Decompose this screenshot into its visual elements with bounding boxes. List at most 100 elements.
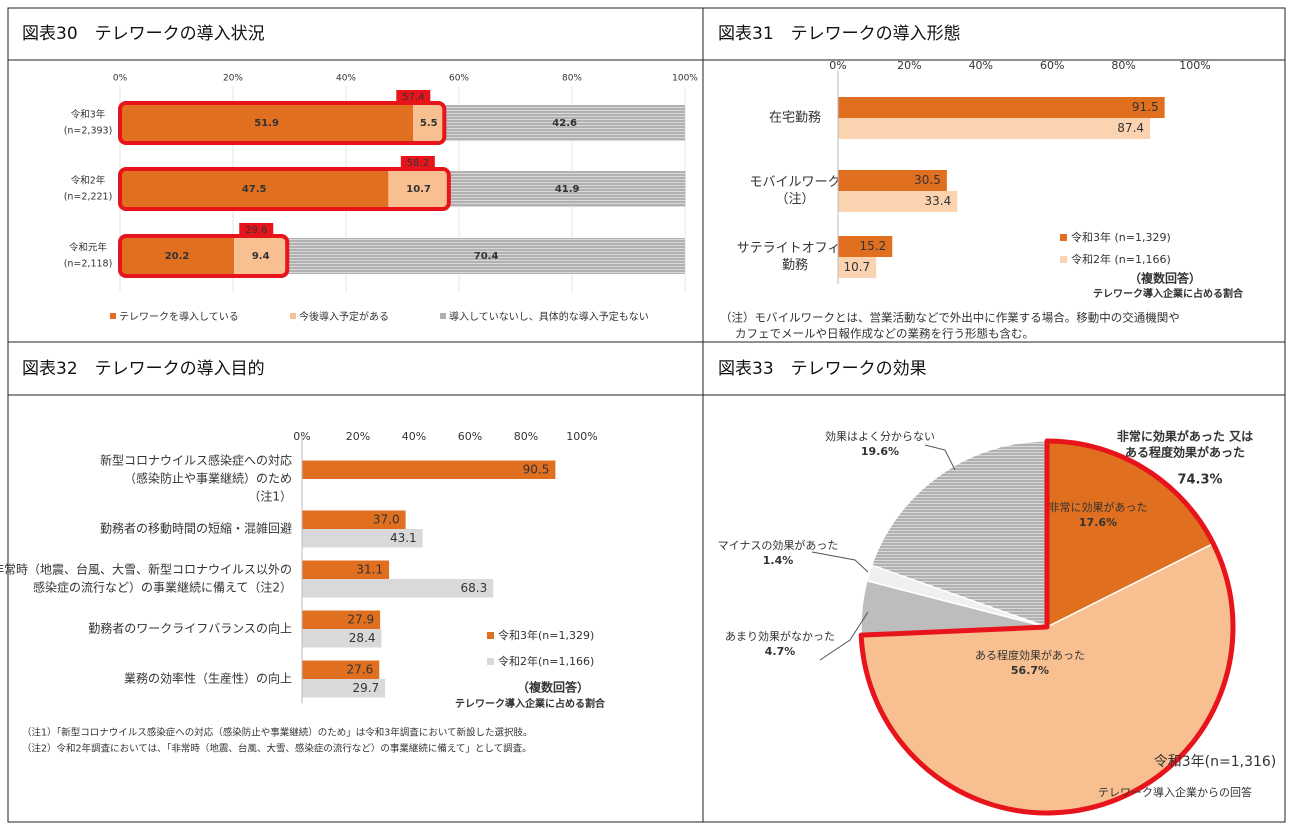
legend-swatch bbox=[110, 313, 116, 319]
category-label: モバイルワーク bbox=[749, 175, 840, 190]
value-label: 43.1 bbox=[390, 531, 417, 545]
slice-label: マイナスの効果があった bbox=[718, 538, 839, 552]
category-label: 業務の効率性（生産性）の向上 bbox=[124, 671, 292, 686]
x-tick-label: 60% bbox=[458, 430, 482, 443]
value-label: 51.9 bbox=[254, 118, 279, 129]
slice-value: 17.6% bbox=[1079, 516, 1117, 529]
x-tick-label: 20% bbox=[223, 74, 243, 84]
bar-segment bbox=[388, 171, 449, 207]
value-label: 27.9 bbox=[347, 612, 374, 626]
value-label: 41.9 bbox=[555, 184, 580, 195]
value-label: 31.1 bbox=[356, 562, 383, 576]
footnote: （注2）令和2年調査においては、「非常時（地震、台風、大雪、感染症の流行など）の… bbox=[22, 743, 532, 755]
x-tick-label: 60% bbox=[1040, 59, 1064, 72]
slice-label: あまり効果がなかった bbox=[725, 629, 835, 643]
footnote: （注）モバイルワークとは、営業活動などで外出中に作業する場合。移動中の交通機関や bbox=[720, 311, 1180, 325]
value-label: 10.7 bbox=[843, 260, 870, 274]
value-label: 90.5 bbox=[523, 462, 550, 476]
pie-subtitle: 令和3年(n=1,316) bbox=[1154, 754, 1277, 770]
x-tick-label: 0% bbox=[829, 59, 846, 72]
pie-slice bbox=[870, 440, 1048, 629]
bar bbox=[302, 679, 386, 698]
bar-segment bbox=[444, 105, 685, 141]
bar bbox=[838, 97, 1165, 118]
bar-segment bbox=[120, 238, 235, 274]
value-label: 27.6 bbox=[347, 662, 374, 676]
bar-segment bbox=[287, 238, 685, 274]
bar-segment bbox=[448, 171, 686, 207]
note: テレワーク導入企業に占める割合 bbox=[1093, 287, 1244, 300]
legend-label: テレワークを導入している bbox=[119, 310, 239, 323]
x-tick-label: 20% bbox=[346, 430, 370, 443]
bar bbox=[302, 460, 556, 479]
bar bbox=[838, 170, 947, 191]
legend-swatch bbox=[1060, 234, 1067, 241]
bar bbox=[302, 610, 381, 629]
bar bbox=[302, 629, 382, 648]
x-tick-label: 100% bbox=[1179, 59, 1210, 72]
leader-line bbox=[819, 611, 869, 661]
category-label: （感染防止や事業継続）のため bbox=[124, 471, 292, 486]
bar bbox=[302, 660, 380, 679]
total-label: 29.6 bbox=[245, 225, 267, 236]
value-label: 87.4 bbox=[1117, 121, 1144, 135]
bar-segment bbox=[120, 105, 414, 141]
x-tick-label: 80% bbox=[514, 430, 538, 443]
slice-value: 19.6% bbox=[861, 445, 899, 458]
legend-label: 今後導入予定がある bbox=[299, 310, 389, 323]
value-label: 33.4 bbox=[925, 194, 952, 208]
bar bbox=[838, 257, 877, 278]
highlight-outline bbox=[118, 167, 451, 211]
value-label: 68.3 bbox=[461, 581, 488, 595]
panel-title: 図表33 テレワークの効果 bbox=[718, 359, 927, 379]
category-label: 勤務者のワークライフバランスの向上 bbox=[88, 621, 292, 636]
value-label: 42.6 bbox=[552, 118, 577, 129]
note: （複数回答） bbox=[1129, 271, 1201, 286]
x-tick-label: 60% bbox=[449, 74, 469, 84]
bar bbox=[838, 236, 893, 257]
x-tick-label: 40% bbox=[336, 74, 356, 84]
bar bbox=[302, 560, 390, 579]
category-label: (n=2,118) bbox=[64, 259, 113, 270]
legend-label: 令和3年 (n=1,329) bbox=[1071, 230, 1171, 244]
value-label: 5.5 bbox=[420, 118, 438, 129]
slice-value: 56.7% bbox=[1011, 664, 1049, 677]
legend-swatch bbox=[487, 632, 494, 639]
panel-title: 図表32 テレワークの導入目的 bbox=[22, 359, 265, 379]
value-label: 37.0 bbox=[373, 512, 400, 526]
x-tick-label: 80% bbox=[1111, 59, 1135, 72]
value-label: 47.5 bbox=[242, 184, 267, 195]
leader-line bbox=[924, 444, 956, 471]
pie-note: テレワーク導入企業からの回答 bbox=[1098, 785, 1252, 799]
outer-frame bbox=[7, 7, 1286, 823]
value-label: 9.4 bbox=[252, 251, 270, 262]
category-label: 令和3年 bbox=[71, 109, 106, 121]
legend-swatch bbox=[440, 313, 446, 319]
x-tick-label: 100% bbox=[672, 74, 698, 84]
category-label: 新型コロナウイルス感染症への対応 bbox=[100, 453, 292, 468]
category-label: 在宅勤務 bbox=[769, 111, 821, 126]
category-label: 勤務者の移動時間の短縮・混雑回避 bbox=[100, 521, 292, 536]
slice-value: 4.7% bbox=[765, 645, 796, 658]
total-badge bbox=[400, 156, 435, 170]
bar-segment bbox=[234, 238, 288, 274]
footnote: （注1）「新型コロナウイルス感染症への対応（感染防止や事業継続）のため」は令和3… bbox=[22, 727, 533, 739]
value-label: 70.4 bbox=[474, 251, 499, 262]
value-label: 20.2 bbox=[165, 251, 190, 262]
highlight-outline bbox=[118, 234, 290, 278]
bar bbox=[838, 118, 1151, 139]
category-label: 感染症の流行など）の事業継続に備えて（注2） bbox=[33, 580, 292, 595]
slice-value: 1.4% bbox=[763, 554, 794, 567]
category-label: 令和元年 bbox=[69, 242, 108, 254]
total-badge bbox=[239, 223, 274, 237]
note: テレワーク導入企業に占める割合 bbox=[455, 697, 606, 710]
highlight-label: ある程度効果があった bbox=[1125, 445, 1245, 460]
legend-label: 令和2年(n=1,166) bbox=[498, 654, 594, 668]
legend-label: 令和2年 (n=1,166) bbox=[1071, 252, 1171, 266]
x-tick-label: 20% bbox=[897, 59, 921, 72]
legend-label: 導入していないし、具体的な導入予定もない bbox=[449, 310, 649, 323]
slice-label: 非常に効果があった bbox=[1049, 500, 1148, 514]
total-badge bbox=[396, 90, 431, 104]
